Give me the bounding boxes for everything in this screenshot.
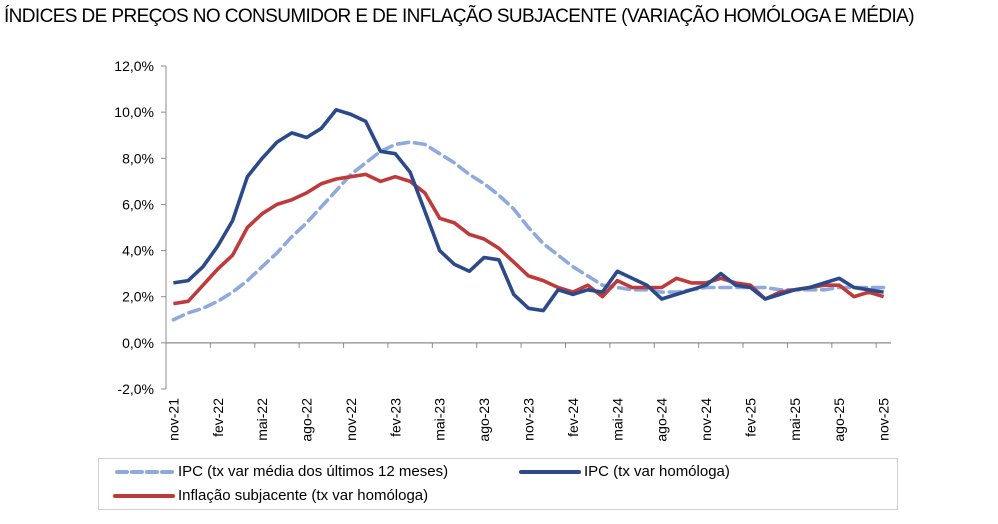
y-tick-label: 0,0%: [122, 335, 154, 351]
x-tick-label: fev-22: [210, 398, 226, 437]
x-tick-label: fev-24: [565, 398, 581, 437]
axes: [161, 65, 891, 390]
x-tick-label: nov-24: [698, 398, 714, 441]
x-tick-label: mai-24: [609, 398, 625, 441]
y-tick-labels: -2,0% 0,0% 2,0% 4,0% 6,0% 8,0% 10,0% 12,0%: [114, 58, 154, 397]
x-tick-label: fev-23: [387, 398, 403, 437]
y-tick-label: 2,0%: [122, 289, 154, 305]
x-tick-label: nov-22: [343, 398, 359, 441]
series-line-ipc-media-12m: [171, 140, 886, 322]
x-tick-label: nov-25: [876, 398, 892, 441]
y-tick-label: 4,0%: [122, 243, 154, 259]
x-tick-label: ago-24: [654, 398, 670, 442]
legend-swatch-dashed: [115, 469, 175, 474]
x-tick-label: ago-22: [299, 398, 315, 442]
legend-swatch-solid-red: [113, 493, 175, 498]
series-line-inflacao-subjacente: [173, 172, 885, 306]
series-line-ipc-homologa: [173, 108, 884, 313]
x-tick-labels: nov-21 fev-22 mai-22 ago-22 nov-22 fev-23 mai-…: [165, 398, 891, 442]
y-tick-label: -2,0%: [117, 381, 154, 397]
y-tick-label: 10,0%: [114, 104, 154, 120]
legend-label: IPC (tx var homóloga): [584, 463, 730, 480]
x-tick-label: mai-25: [787, 398, 803, 441]
y-tick-label: 6,0%: [122, 196, 154, 212]
legend: IPC (tx var média dos últimos 12 meses) …: [98, 458, 898, 510]
legend-item-inflacao-subjacente: Inflação subjacente (tx var homóloga): [113, 487, 428, 504]
chart-title: ÍNDICES DE PREÇOS NO CONSUMIDOR E DE INF…: [4, 6, 915, 27]
legend-label: IPC (tx var média dos últimos 12 meses): [178, 463, 449, 480]
legend-item-ipc-homologa: IPC (tx var homóloga): [519, 463, 730, 480]
x-tick-label: nov-23: [521, 398, 537, 441]
y-tick-label: 12,0%: [114, 58, 154, 74]
x-tick-label: mai-22: [254, 398, 270, 441]
x-tick-label: nov-21: [165, 398, 181, 441]
legend-item-ipc-media: IPC (tx var média dos últimos 12 meses): [113, 463, 448, 480]
y-tick-label: 8,0%: [122, 150, 154, 166]
legend-swatch-solid-blue: [519, 469, 581, 474]
x-tick-label: ago-23: [476, 398, 492, 442]
chart-plot: -2,0% 0,0% 2,0% 4,0% 6,0% 8,0% 10,0% 12,0% nov-…: [114, 58, 891, 442]
legend-label: Inflação subjacente (tx var homóloga): [178, 487, 429, 504]
x-tick-label: mai-23: [432, 398, 448, 441]
x-tick-label: ago-25: [831, 398, 847, 442]
x-tick-label: fev-25: [742, 398, 758, 437]
series-layer: [171, 108, 886, 322]
